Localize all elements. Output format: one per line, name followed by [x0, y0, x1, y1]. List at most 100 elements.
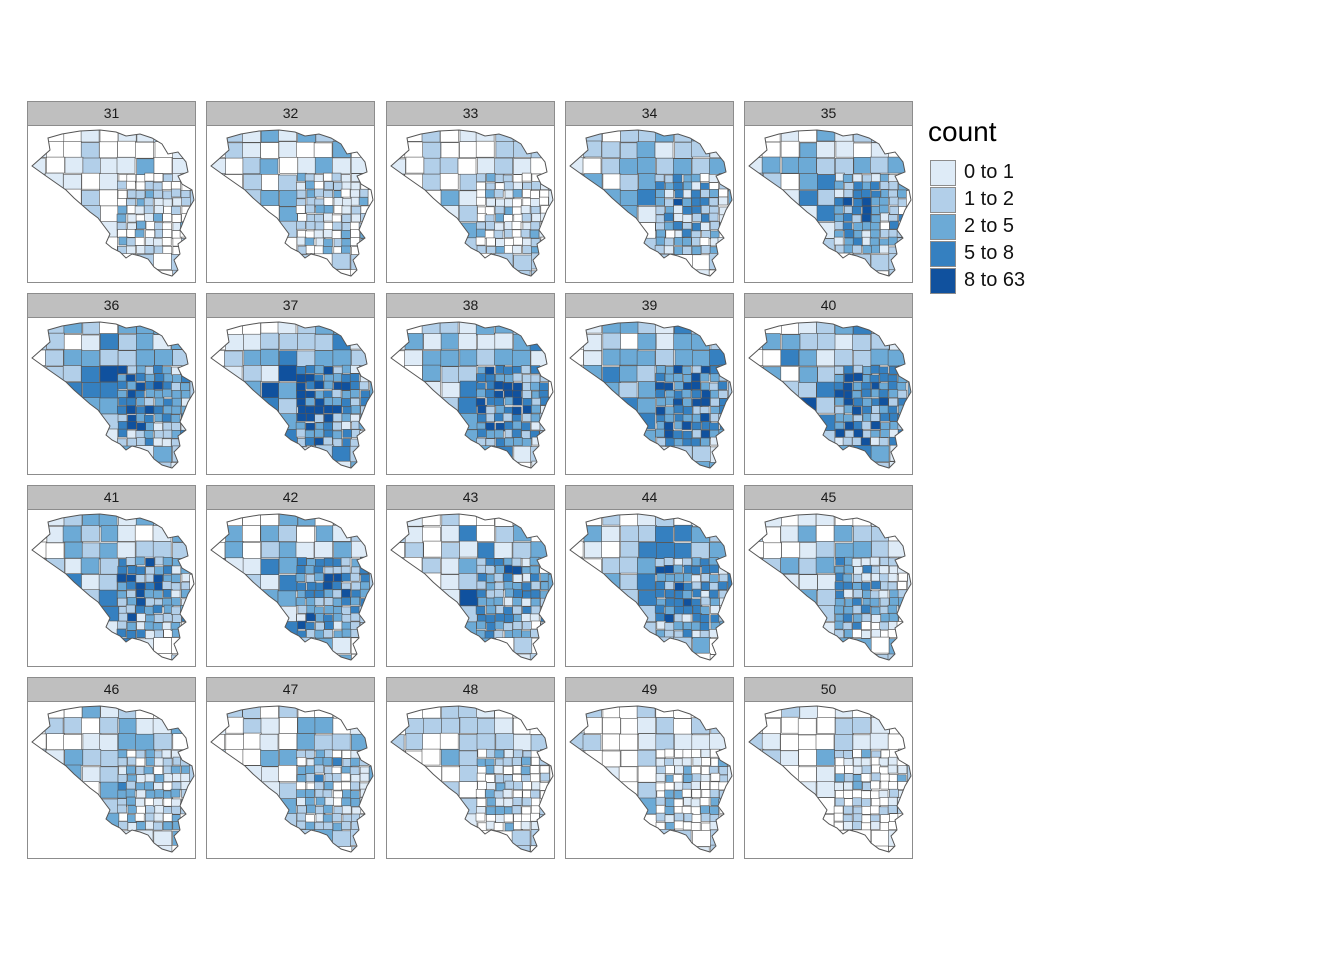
map-region	[530, 773, 540, 783]
map-region	[439, 157, 459, 175]
map-region	[117, 350, 137, 368]
map-region	[63, 236, 83, 254]
map-region	[690, 798, 701, 808]
map-region	[403, 797, 423, 815]
map-region	[99, 130, 119, 143]
map-region	[548, 322, 553, 334]
map-region	[513, 437, 523, 446]
map-region	[888, 269, 908, 276]
map-region	[277, 590, 297, 608]
map-region	[513, 717, 532, 735]
map-region	[700, 245, 711, 254]
map-region	[360, 245, 370, 254]
map-region	[833, 205, 844, 215]
map-region	[458, 706, 477, 718]
map-region	[476, 228, 486, 238]
map-region	[391, 637, 405, 655]
map-region	[331, 733, 351, 751]
map-region	[341, 174, 351, 183]
map-region	[728, 430, 732, 448]
map-region	[144, 366, 155, 376]
map-region	[548, 130, 553, 143]
map-region	[906, 813, 911, 830]
map-region	[297, 829, 317, 846]
map-region	[834, 581, 845, 591]
map-region	[45, 446, 65, 464]
map-region	[305, 422, 316, 432]
map-region	[423, 604, 443, 622]
map-region	[665, 798, 675, 807]
map-region	[98, 574, 118, 591]
map-region	[906, 462, 911, 468]
map-region	[306, 380, 316, 390]
map-region	[351, 589, 361, 599]
region-layer	[749, 514, 911, 660]
map-region	[333, 846, 353, 852]
map-region	[117, 180, 127, 190]
map-region	[259, 428, 279, 446]
map-region	[116, 541, 136, 559]
map-region	[728, 157, 732, 175]
map-panel: 34	[565, 101, 734, 283]
map-region	[619, 574, 639, 591]
map-region	[637, 322, 657, 334]
map-region	[495, 797, 505, 807]
map-region	[404, 141, 424, 159]
map-region	[879, 822, 890, 831]
map-region	[441, 766, 461, 784]
map-region	[211, 190, 226, 207]
map-region	[699, 173, 710, 182]
map-region	[63, 514, 83, 527]
map-panel: 32	[206, 101, 375, 283]
map-region	[44, 637, 64, 655]
map-region	[64, 654, 83, 660]
map-region	[889, 514, 908, 526]
map-region	[700, 382, 711, 391]
map-region	[32, 797, 46, 815]
map-region	[833, 525, 853, 542]
map-region	[161, 413, 172, 423]
map-region	[709, 654, 729, 660]
map-region	[391, 718, 407, 736]
map-region	[422, 398, 442, 415]
map-region	[297, 213, 307, 222]
map-region	[749, 572, 764, 590]
map-panel: 31	[27, 101, 196, 283]
map-region	[906, 514, 911, 526]
map-region	[780, 397, 800, 415]
map-region	[63, 222, 83, 239]
map-region	[63, 141, 82, 158]
map-region	[260, 845, 280, 852]
map-region	[369, 604, 373, 622]
map-region	[672, 774, 683, 783]
map-region	[674, 733, 693, 751]
map-region	[323, 229, 333, 238]
map-region	[691, 789, 702, 798]
choropleth-map	[27, 125, 196, 283]
map-region	[225, 813, 245, 830]
map-region	[341, 797, 351, 807]
map-region	[422, 526, 441, 544]
map-region	[404, 382, 423, 399]
map-region	[145, 597, 155, 607]
map-region	[332, 654, 352, 660]
map-region	[762, 590, 781, 608]
map-region	[843, 189, 854, 198]
map-region	[81, 525, 100, 542]
map-region	[870, 780, 880, 790]
map-region	[664, 189, 674, 198]
map-region	[172, 773, 182, 782]
map-region	[476, 445, 495, 462]
map-region	[391, 253, 407, 271]
map-region	[815, 734, 835, 751]
map-region	[834, 197, 844, 207]
map-region	[548, 364, 553, 382]
choropleth-map	[744, 509, 913, 667]
map-region	[333, 797, 343, 807]
map-region	[190, 254, 194, 271]
map-region	[440, 349, 460, 367]
map-region	[521, 213, 532, 222]
map-region	[798, 829, 817, 847]
map-region	[441, 413, 460, 431]
map-region	[620, 525, 640, 543]
